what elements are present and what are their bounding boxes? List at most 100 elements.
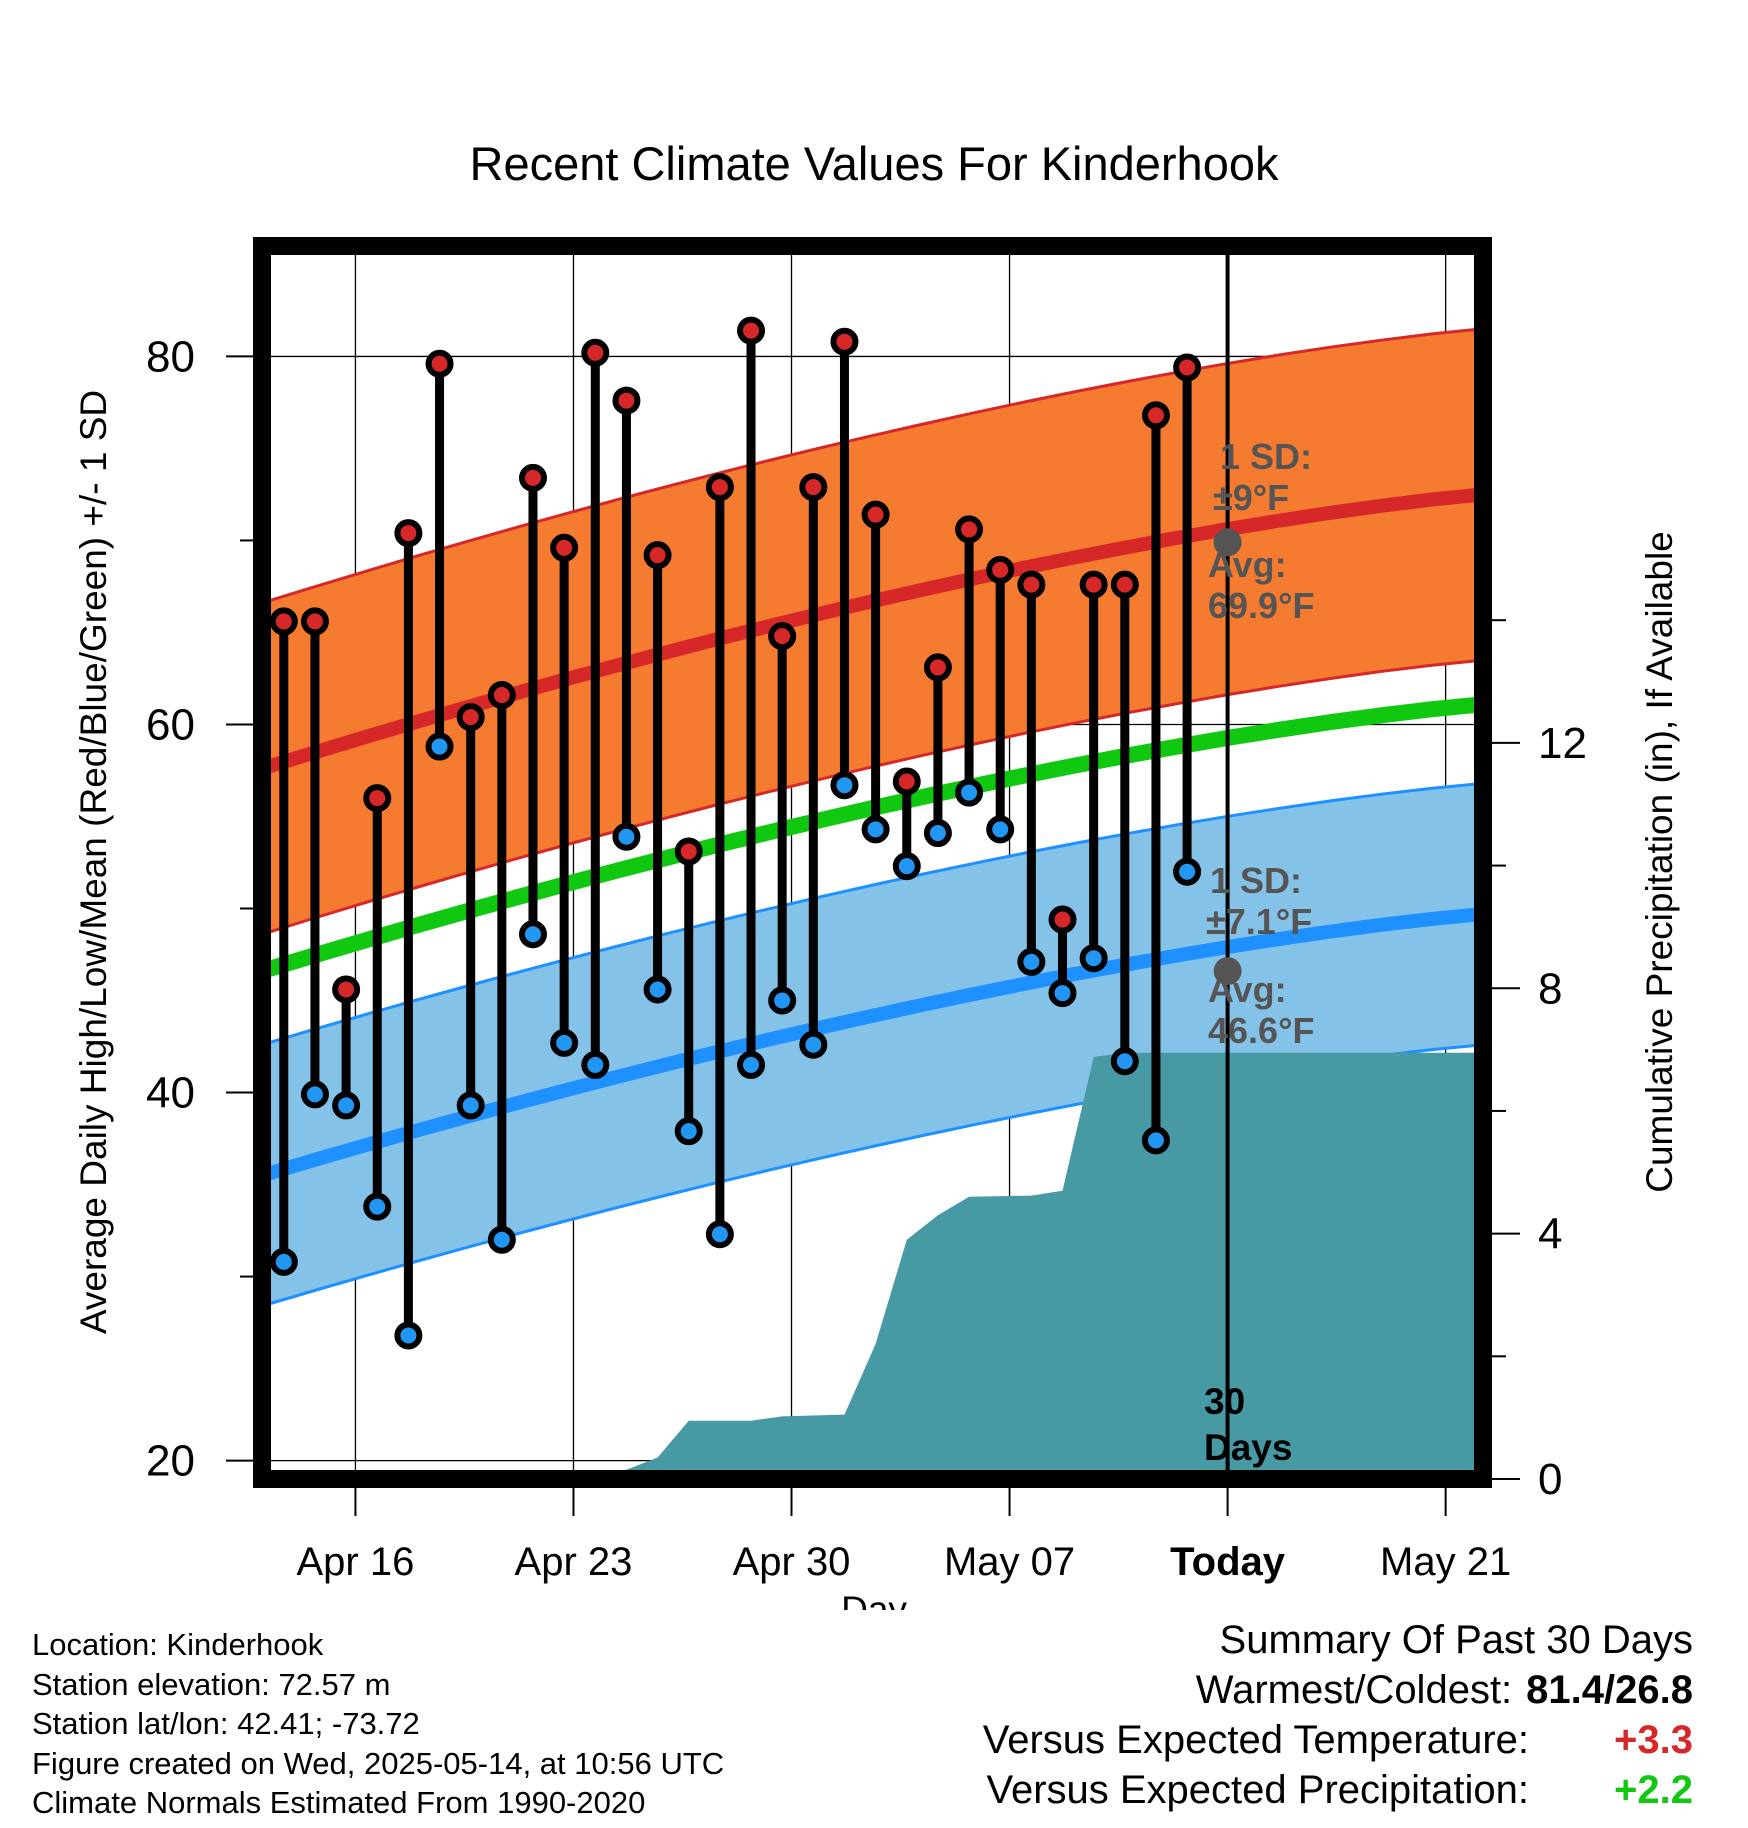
y2-tick-label: 4 xyxy=(1538,1210,1562,1259)
day-low-point xyxy=(1079,944,1108,973)
day-high-point xyxy=(425,349,454,378)
info-normals: Climate Normals Estimated From 1990-2020 xyxy=(32,1785,646,1820)
plot-frame xyxy=(253,237,1492,1488)
x-axis-label: Day xyxy=(841,1589,907,1610)
day-low-point xyxy=(1017,947,1046,976)
day-high-point xyxy=(518,463,547,492)
day-high-point xyxy=(861,500,890,529)
low-avg-value: 46.6°F xyxy=(1208,1010,1314,1051)
day-observation xyxy=(363,784,392,1221)
low-sd-band xyxy=(262,783,1483,1306)
day-low-point xyxy=(550,1028,579,1057)
day-low-point xyxy=(1173,857,1202,886)
x-tick-label: Apr 16 xyxy=(297,1540,415,1584)
day-high-point xyxy=(986,555,1015,584)
day-observation xyxy=(1173,353,1202,886)
day-high-point xyxy=(612,386,641,415)
day-observation xyxy=(705,473,734,1249)
days-label: Days xyxy=(1204,1427,1292,1468)
day-high-point xyxy=(1079,570,1108,599)
day-observation xyxy=(643,541,672,1004)
summary-panel: Summary Of Past 30 Days Warmest/Coldest:… xyxy=(983,1615,1693,1815)
x-tick-label: May 21 xyxy=(1380,1540,1511,1584)
summary-title: Summary Of Past 30 Days xyxy=(1219,1618,1693,1662)
summary-warm-cold-label: Warmest/Coldest: xyxy=(1195,1668,1513,1712)
day-low-point xyxy=(363,1192,392,1221)
summary-temp: Versus Expected Temperature: +3.3 xyxy=(983,1715,1693,1765)
day-observation xyxy=(955,515,984,807)
y2-axis-label: Cumulative Precipitation (in), If Availa… xyxy=(1639,531,1680,1193)
day-observation xyxy=(986,555,1015,844)
day-low-point xyxy=(705,1220,734,1249)
day-low-point xyxy=(425,732,454,761)
day-observation xyxy=(737,316,766,1079)
day-low-point xyxy=(581,1050,610,1079)
axes: 20 40 60 80 0 4 8 12 Apr 16 Apr 23 Apr 30 May 07 Tod… xyxy=(146,332,1587,1584)
day-high-point xyxy=(674,837,703,866)
info-latlon: Station lat/lon: 42.41; -73.72 xyxy=(32,1706,420,1741)
day-high-point xyxy=(799,473,828,502)
day-observation xyxy=(861,500,890,844)
day-observation xyxy=(674,837,703,1146)
y2-tick-label: 12 xyxy=(1538,719,1587,768)
summary-temp-value: +3.3 xyxy=(1614,1718,1693,1762)
day-high-point xyxy=(830,327,859,356)
day-high-point xyxy=(955,515,984,544)
day-high-point xyxy=(456,703,485,732)
day-high-point xyxy=(923,653,952,682)
summary-temp-label: Versus Expected Temperature: xyxy=(982,1718,1529,1762)
day-high-point xyxy=(363,784,392,813)
day-low-point xyxy=(612,822,641,851)
day-low-point xyxy=(768,986,797,1015)
precipitation-area xyxy=(262,1052,1483,1479)
day-high-point xyxy=(705,473,734,502)
day-observation xyxy=(332,975,361,1120)
day-observation xyxy=(518,463,547,949)
x-tick-label: Apr 23 xyxy=(515,1540,633,1584)
days-count: 30 xyxy=(1204,1381,1245,1422)
day-observation xyxy=(1079,570,1108,973)
day-low-point xyxy=(830,771,859,800)
day-observation xyxy=(269,607,298,1276)
climate-chart: Recent Climate Values For Kinderhook 1 S… xyxy=(73,137,1680,1610)
info-location: Location: Kinderhook xyxy=(32,1627,324,1662)
high-avg-label: Avg: xyxy=(1208,544,1287,585)
day-high-point xyxy=(300,607,329,636)
day-observation xyxy=(300,607,329,1109)
day-high-point xyxy=(394,519,423,548)
info-elevation: Station elevation: 72.57 m xyxy=(32,1666,391,1702)
day-high-point xyxy=(768,622,797,651)
day-observation xyxy=(394,519,423,1350)
summary-warm-cold: Warmest/Coldest: 81.4/26.8 xyxy=(983,1665,1693,1715)
day-high-point xyxy=(1017,570,1046,599)
day-low-point xyxy=(1048,979,1077,1008)
summary-warm-cold-value: 81.4/26.8 xyxy=(1526,1668,1693,1712)
day-high-point xyxy=(1141,401,1170,430)
day-high-point xyxy=(1110,570,1139,599)
y2-tick-label: 0 xyxy=(1538,1455,1562,1504)
high-sd-value: ±9°F xyxy=(1213,477,1289,518)
low-sd-label: 1 SD: xyxy=(1210,860,1302,901)
day-low-point xyxy=(1141,1126,1170,1155)
info-created: Figure created on Wed, 2025-05-14, at 10… xyxy=(32,1745,725,1781)
y2-tick-label: 8 xyxy=(1538,964,1562,1013)
day-high-point xyxy=(643,541,672,570)
x-tick-label: Apr 30 xyxy=(733,1540,851,1584)
day-low-point xyxy=(799,1030,828,1059)
day-low-point xyxy=(674,1117,703,1146)
day-observation xyxy=(581,338,610,1079)
day-observation xyxy=(892,767,921,881)
summary-precip: Versus Expected Precipitation: +2.2 xyxy=(983,1765,1693,1815)
high-band-upper-edge xyxy=(262,327,1483,605)
low-avg-label: Avg: xyxy=(1208,969,1287,1010)
x-tick-label: May 07 xyxy=(944,1540,1075,1584)
y-tick-label: 60 xyxy=(146,700,195,749)
day-high-point xyxy=(1048,905,1077,934)
day-observation xyxy=(1141,401,1170,1155)
day-low-point xyxy=(487,1225,516,1254)
day-high-point xyxy=(550,533,579,562)
day-observation xyxy=(923,653,952,848)
day-low-point xyxy=(643,975,672,1004)
